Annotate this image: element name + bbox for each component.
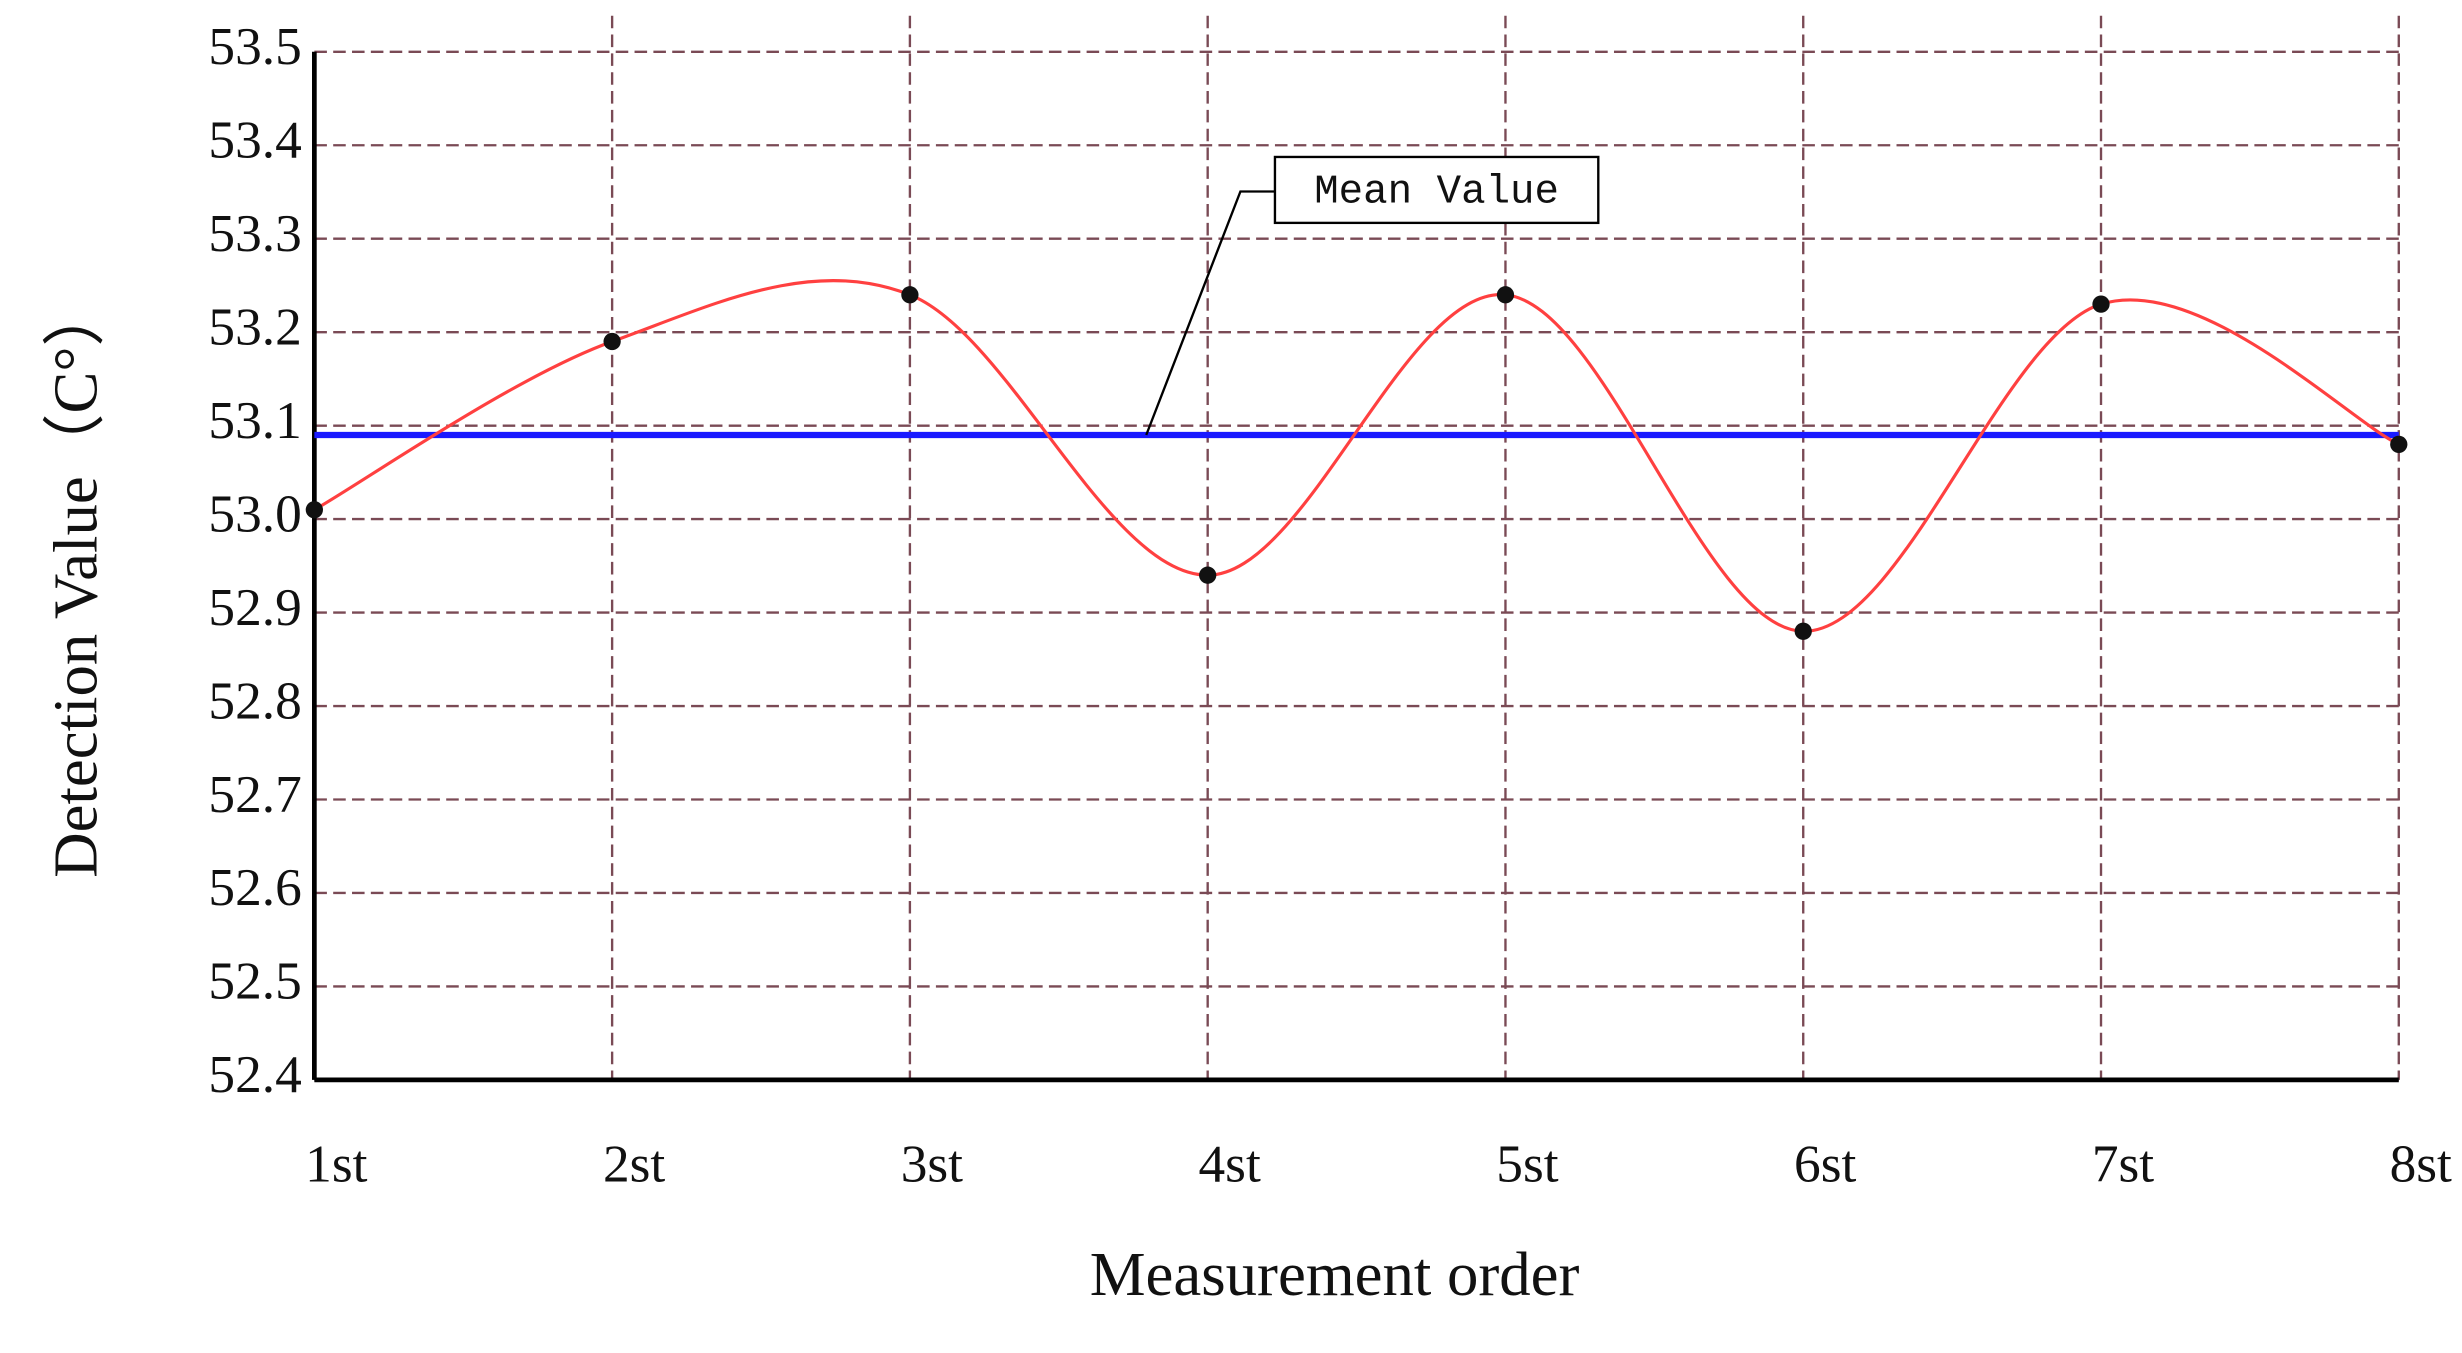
series-line — [313, 279, 2400, 633]
x-tick-label: 4st — [1199, 1134, 1261, 1194]
x-axis-title: Measurement order — [1090, 1239, 1580, 1309]
y-tick-label: 52.5 — [208, 951, 301, 1011]
data-point — [1199, 566, 1217, 584]
data-point — [2390, 435, 2408, 453]
y-tick-label: 53.3 — [208, 203, 301, 263]
data-point — [1794, 622, 1812, 640]
y-tick-label: 52.9 — [208, 577, 301, 637]
data-point — [2092, 295, 2110, 313]
y-tick-label: 53.5 — [208, 16, 301, 76]
y-axis-title: Detection Value（C°） — [40, 284, 110, 878]
data-point — [901, 286, 919, 304]
x-tick-label: 5st — [1496, 1134, 1558, 1194]
y-tick-label: 53.1 — [208, 390, 301, 450]
y-tick-label: 53.2 — [208, 296, 301, 356]
y-tick-label: 53.4 — [208, 110, 301, 170]
data-point — [1496, 286, 1515, 304]
x-tick-label: 2st — [603, 1134, 665, 1194]
y-tick-label: 52.6 — [208, 857, 301, 917]
y-tick-label: 52.8 — [208, 670, 301, 730]
x-tick-label: 6st — [1794, 1134, 1856, 1194]
annotation-box — [1273, 155, 1600, 225]
y-tick-label: 52.4 — [208, 1044, 301, 1104]
data-point — [305, 501, 323, 519]
data-point — [603, 332, 621, 351]
x-tick-label: 8st — [2390, 1134, 2452, 1194]
y-tick-label: 53.0 — [208, 483, 301, 543]
x-tick-label: 7st — [2092, 1134, 2154, 1194]
x-tick-label: 1st — [305, 1134, 367, 1194]
y-tick-label: 52.7 — [208, 764, 301, 824]
annotation: Mean Value — [1314, 169, 1559, 215]
annotation-leader — [1145, 190, 1275, 436]
x-tick-label: 3st — [901, 1134, 963, 1194]
